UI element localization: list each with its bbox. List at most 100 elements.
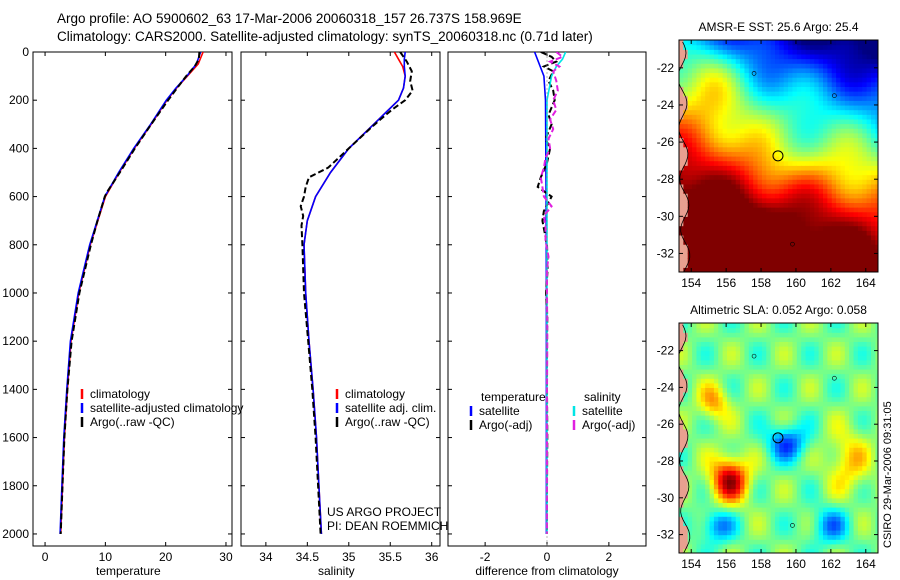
map-cell [753, 410, 759, 416]
map-cell [705, 327, 711, 333]
map-cell [757, 44, 763, 50]
map-cell [827, 179, 833, 185]
map-cell [687, 211, 693, 217]
map-cell [831, 132, 837, 139]
map-cell [722, 72, 728, 78]
map-cell [713, 91, 719, 97]
map-cell [788, 419, 794, 425]
map-cell [875, 497, 878, 503]
map-cell [836, 151, 842, 157]
map-cell [779, 211, 785, 217]
map-cell [853, 447, 859, 453]
map-cell [757, 534, 763, 540]
map-cell [705, 132, 711, 139]
map-cell [696, 169, 702, 176]
map-cell [783, 91, 789, 97]
map-cell [801, 442, 807, 448]
map-cell [849, 63, 855, 69]
map-cell [866, 253, 872, 259]
map-cell [766, 419, 772, 425]
map-cell [757, 516, 763, 522]
map-cell [705, 465, 711, 471]
map-cell [818, 118, 824, 125]
map-cell [857, 40, 863, 46]
map-cell [836, 104, 842, 111]
map-cell [705, 188, 711, 194]
map-cell [679, 332, 684, 338]
map-cell [761, 507, 767, 513]
map-cell [779, 151, 785, 157]
map-cell [857, 258, 863, 264]
map-cell [761, 392, 767, 398]
map-cell [801, 341, 807, 347]
map-cell [748, 95, 754, 101]
map-cell [866, 520, 872, 526]
map-cell [761, 114, 767, 120]
map-cell [788, 539, 794, 545]
map-cell [775, 146, 780, 152]
map-cell [857, 488, 863, 494]
map-cell [849, 507, 855, 513]
map-cell [805, 63, 811, 69]
map-cell [788, 230, 794, 236]
map-cell [727, 207, 732, 213]
map-cell [718, 433, 724, 439]
map-cell [814, 543, 820, 549]
map-cell [735, 346, 741, 352]
map-cell [696, 493, 702, 499]
map-cell [692, 248, 698, 255]
map-cell [827, 248, 833, 255]
map-cell [692, 151, 698, 157]
map-cell [705, 91, 711, 97]
map-cell [718, 419, 724, 425]
map-cell [687, 137, 693, 143]
map-cell [679, 350, 684, 356]
map-cell [683, 72, 689, 78]
map-cell [844, 419, 850, 425]
map-cell [840, 502, 846, 508]
map-cell [709, 67, 715, 74]
figure-title-line1: Argo profile: AO 5900602_63 17-Mar-2006 … [57, 11, 522, 26]
map-cell [696, 91, 702, 97]
map-cell [683, 128, 689, 134]
map-cell [713, 132, 719, 139]
map-cell [713, 220, 719, 227]
map-cell [788, 207, 794, 213]
map-cell [809, 465, 815, 471]
map-cell [783, 451, 789, 457]
map-cell [727, 142, 732, 148]
map-cell [753, 323, 759, 329]
map-cell [696, 497, 702, 503]
map-cell [713, 156, 719, 162]
map-cell [709, 543, 715, 549]
map-cell [740, 156, 746, 162]
map-cell [831, 530, 837, 536]
map-cell [840, 169, 846, 176]
map-cell [818, 165, 824, 171]
map-cell [827, 253, 833, 259]
map-cell [731, 405, 737, 411]
map-cell [809, 137, 815, 143]
map-cell [753, 239, 759, 245]
map-cell [748, 520, 754, 526]
map-cell [683, 479, 689, 485]
map-cell [696, 373, 702, 379]
map-cell [836, 53, 842, 60]
map-cell [831, 484, 837, 490]
map-cell [761, 81, 767, 87]
map-cell [814, 479, 820, 485]
map-cell [814, 100, 820, 106]
map-cell [713, 373, 719, 379]
map-cell [792, 428, 798, 434]
legend-label: satellite [582, 404, 623, 418]
map-cell [849, 442, 855, 448]
map-cell [748, 359, 754, 365]
map-cell [775, 511, 780, 517]
map-cell [740, 169, 746, 176]
map-frame [678, 39, 879, 273]
map-cell [770, 146, 776, 152]
map-cell [836, 396, 842, 402]
map-cell [700, 516, 706, 522]
map-cell [779, 378, 785, 384]
map-cell [692, 401, 698, 407]
